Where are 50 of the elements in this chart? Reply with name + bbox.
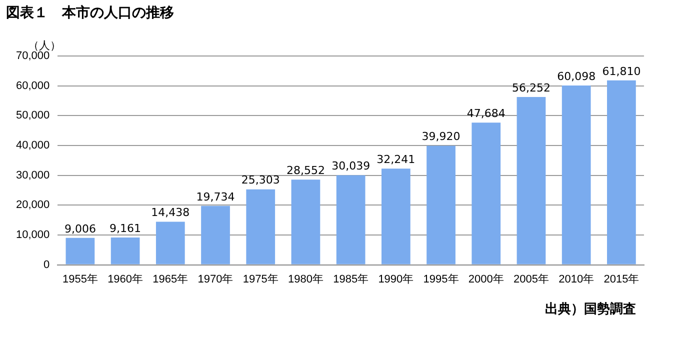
y-tick-label: 50,000 bbox=[16, 110, 50, 122]
y-tick-label: 70,000 bbox=[16, 50, 50, 62]
data-label: 47,684 bbox=[466, 106, 506, 120]
bar bbox=[607, 80, 636, 264]
data-label: 60,098 bbox=[557, 70, 596, 83]
x-tick-label: 1955年 bbox=[62, 273, 98, 286]
y-tick-label: 20,000 bbox=[16, 199, 50, 212]
data-label: 9,161 bbox=[110, 222, 142, 235]
y-axis-title: （人） bbox=[28, 38, 61, 52]
bar bbox=[472, 122, 501, 264]
data-label: 9,006 bbox=[64, 222, 96, 236]
data-label: 25,303 bbox=[241, 174, 280, 187]
y-tick-label: 30,000 bbox=[16, 169, 50, 182]
x-tick-label: 1975年 bbox=[242, 273, 278, 286]
data-label: 28,552 bbox=[286, 164, 325, 177]
x-tick-label: 1990年 bbox=[378, 273, 414, 286]
bar bbox=[66, 238, 95, 264]
bar bbox=[110, 237, 140, 264]
y-tick-label: 10,000 bbox=[16, 229, 50, 242]
bar bbox=[156, 222, 185, 264]
bar bbox=[291, 180, 320, 264]
data-label: 39,920 bbox=[422, 130, 460, 144]
data-label: 32,241 bbox=[376, 152, 416, 166]
source-note: 出典）国勢調査 bbox=[545, 300, 636, 318]
bar bbox=[246, 189, 276, 264]
x-tick-label: 1980年 bbox=[288, 273, 324, 286]
x-tick-label: 1985年 bbox=[333, 273, 369, 286]
bar bbox=[336, 175, 366, 264]
data-label: 30,039 bbox=[332, 160, 370, 173]
x-tick-label: 2015年 bbox=[604, 273, 640, 286]
y-tick-label: 60,000 bbox=[16, 80, 50, 92]
data-label: 14,438 bbox=[151, 206, 190, 220]
y-tick-label: 40,000 bbox=[16, 140, 50, 152]
y-tick-label: 0 bbox=[44, 258, 50, 271]
chart-title: 図表１ 本市の人口の推移 bbox=[6, 4, 174, 22]
bar bbox=[516, 97, 546, 264]
data-label: 61,810 bbox=[602, 64, 641, 78]
bar bbox=[381, 168, 410, 264]
x-tick-label: 2000年 bbox=[468, 273, 504, 286]
x-tick-label: 2010年 bbox=[558, 273, 594, 286]
x-tick-label: 1970年 bbox=[198, 273, 234, 286]
bar bbox=[562, 86, 591, 264]
data-label: 56,252 bbox=[512, 81, 550, 94]
data-label: 19,734 bbox=[196, 190, 235, 204]
x-tick-label: 1995年 bbox=[423, 273, 459, 286]
x-tick-label: 1960年 bbox=[108, 273, 144, 286]
x-tick-label: 1965年 bbox=[152, 273, 188, 286]
x-tick-label: 2005年 bbox=[513, 273, 549, 286]
bar bbox=[201, 206, 230, 264]
bar bbox=[426, 146, 456, 264]
